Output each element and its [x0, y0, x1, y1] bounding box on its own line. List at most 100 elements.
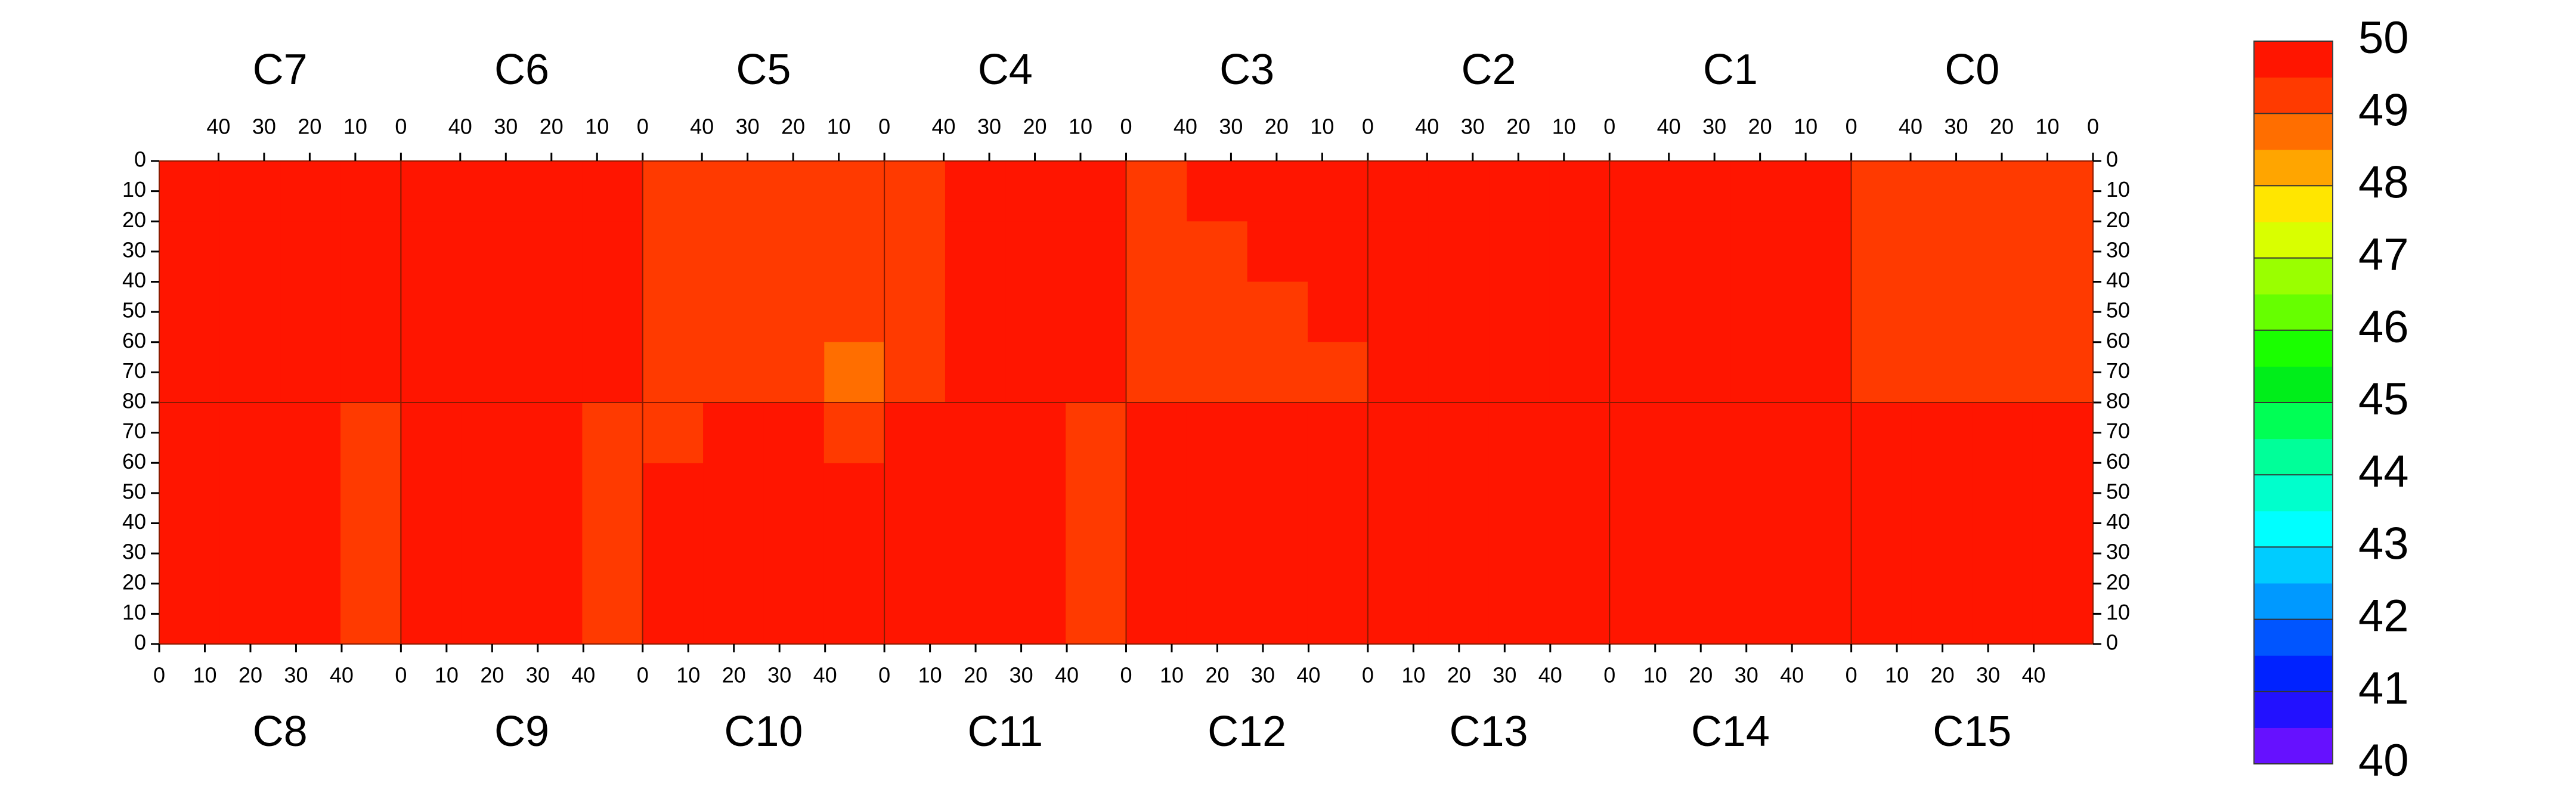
heat-cell	[1670, 221, 1731, 282]
heat-cell	[763, 342, 825, 403]
y-tick-label: 30	[2106, 540, 2130, 564]
heat-cell	[1730, 281, 1791, 343]
x-tick-label: 10	[193, 663, 216, 688]
x-tick-label: 10	[1552, 114, 1576, 139]
y-tick-label: 10	[2106, 600, 2130, 624]
heat-cell	[1851, 463, 1912, 524]
heat-cell	[823, 342, 885, 403]
heat-cell	[945, 402, 1006, 463]
heat-cell	[1307, 583, 1368, 645]
colorbar-band	[2254, 619, 2333, 656]
heat-cell	[461, 161, 522, 222]
heat-cell	[1488, 161, 1550, 222]
heat-cell	[823, 463, 885, 524]
x-tick-label: 40	[1174, 114, 1197, 139]
heat-cell	[642, 161, 704, 222]
heat-cell	[1730, 402, 1791, 463]
heat-cell	[340, 523, 401, 584]
heat-cell	[1126, 463, 1187, 524]
chip-label: C0	[1945, 46, 1999, 94]
heat-cell	[1549, 402, 1610, 463]
x-tick-label: 20	[480, 663, 504, 688]
x-tick-label: 10	[1794, 114, 1818, 139]
heat-cell	[340, 281, 401, 343]
heat-cell	[1549, 221, 1610, 282]
heat-cell	[1428, 402, 1490, 463]
heat-cell	[945, 221, 1006, 282]
heat-cell	[340, 402, 401, 463]
heat-cell	[522, 281, 583, 343]
heat-cell	[703, 463, 764, 524]
heat-cell	[763, 523, 825, 584]
heat-cell	[340, 342, 401, 403]
colorbar-label: 45	[2358, 374, 2409, 425]
heat-cell	[159, 221, 220, 282]
heat-cell	[159, 161, 220, 222]
heat-cell	[1972, 583, 2033, 645]
colorbar-band	[2254, 510, 2333, 547]
heat-cell	[1186, 281, 1247, 343]
y-tick-label: 0	[134, 147, 146, 172]
heat-cell	[763, 463, 825, 524]
x-tick-label: 30	[767, 663, 791, 688]
y-tick-label: 60	[2106, 449, 2130, 473]
x-tick-label: 20	[1990, 114, 2014, 139]
heat-cell	[1066, 583, 1126, 645]
heat-cell	[522, 523, 583, 584]
heat-cell	[401, 342, 462, 403]
heat-cell	[1247, 342, 1308, 403]
heat-cell	[522, 463, 583, 524]
colorbar-band	[2254, 149, 2333, 186]
heat-cell	[401, 281, 462, 343]
heat-cell	[219, 161, 281, 222]
heat-cell	[1549, 583, 1610, 645]
x-tick-label: 10	[435, 663, 459, 688]
y-tick-label: 0	[2106, 147, 2118, 172]
heat-cell	[1186, 161, 1247, 222]
y-tick-label: 20	[2106, 569, 2130, 594]
heat-cell	[1247, 523, 1308, 584]
heat-cell	[1670, 281, 1731, 343]
heat-cell	[1791, 281, 1852, 343]
x-tick-label: 30	[1945, 114, 1968, 139]
y-tick-label: 20	[122, 208, 146, 232]
heat-cell	[1066, 342, 1126, 403]
heat-cell	[1307, 463, 1368, 524]
heat-cell	[1186, 221, 1247, 282]
y-tick-label: 40	[2106, 268, 2130, 292]
y-tick-label: 50	[2106, 298, 2130, 323]
x-tick-label: 10	[1069, 114, 1092, 139]
heat-cell	[1851, 161, 1912, 222]
x-tick-label: 0	[153, 663, 165, 688]
y-tick-label: 50	[2106, 479, 2130, 503]
heat-cell	[1609, 221, 1671, 282]
heat-cell	[1005, 523, 1066, 584]
x-tick-label: 10	[827, 114, 851, 139]
heat-cell	[1005, 161, 1066, 222]
heat-cell	[642, 583, 704, 645]
colorbar-band	[2254, 41, 2333, 78]
heat-cell	[1428, 281, 1490, 343]
x-tick-label: 40	[2022, 663, 2046, 688]
heat-cell	[884, 281, 945, 343]
x-tick-label: 20	[964, 663, 987, 688]
heat-cell	[1609, 583, 1671, 645]
heat-cell	[642, 221, 704, 282]
x-tick-label: 0	[1362, 663, 1374, 688]
colorbar-label: 40	[2358, 735, 2409, 786]
x-tick-label: 30	[1251, 663, 1275, 688]
heat-cell	[1972, 523, 2033, 584]
y-tick-label: 70	[2106, 419, 2130, 443]
colorbar-band	[2254, 475, 2333, 512]
x-tick-label: 20	[1689, 663, 1713, 688]
colorbar-band	[2254, 77, 2333, 114]
colorbar-band	[2254, 655, 2333, 692]
x-tick-label: 0	[1846, 663, 1857, 688]
heat-cell	[884, 161, 945, 222]
colorbar-band	[2254, 583, 2333, 620]
y-tick-label: 70	[122, 358, 146, 383]
heat-cell	[1005, 583, 1066, 645]
heat-cell	[2032, 281, 2094, 343]
heat-cell	[1609, 463, 1671, 524]
x-tick-label: 40	[330, 663, 354, 688]
